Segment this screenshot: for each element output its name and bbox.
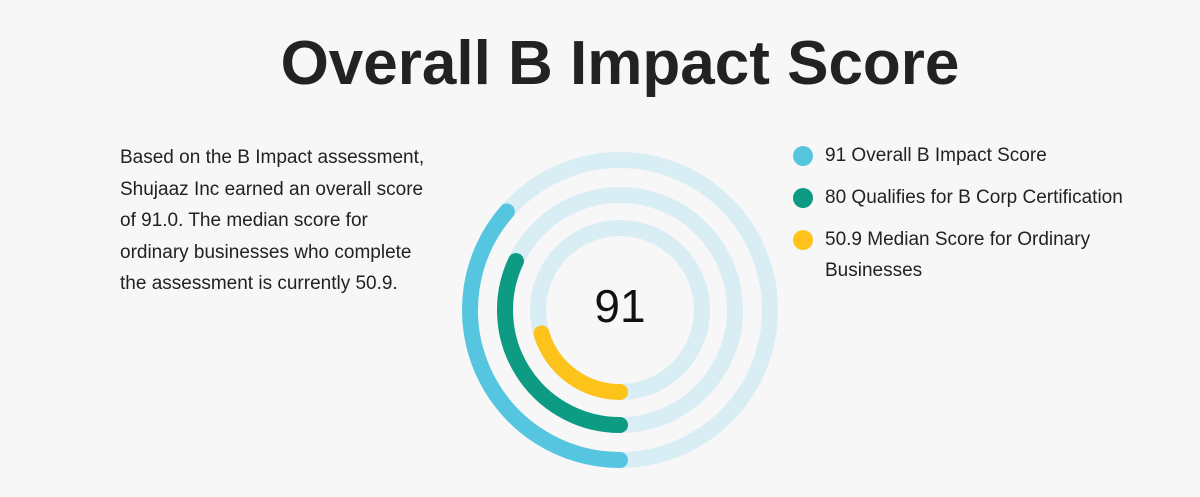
legend-value: 91 [825,145,847,166]
score-arc [497,253,628,433]
legend-item: 80 Qualifies for B Corp Certification [793,182,1125,213]
center-value: 91 [594,280,645,332]
title: Overall B Impact Score [280,29,960,98]
legend-value: 50.9 [825,229,862,250]
legend-label: Qualifies for B Corp Certification [851,187,1123,208]
legend-value: 80 [825,187,847,208]
legend-item: 91 Overall B Impact Score [793,140,1125,171]
radial-chart: 91 [462,152,778,468]
legend-dot [793,230,813,250]
legend-dot [793,146,813,166]
legend-label: Median Score for Ordinary Businesses [825,229,1091,281]
legend: 91 Overall B Impact Score 80 Qualifies fo… [793,140,1133,297]
score-arc [533,325,628,400]
score-arc [462,203,628,468]
description: Based on the B Impact assessment, Shujaa… [120,147,425,294]
legend-label: Overall B Impact Score [851,145,1047,166]
legend-item: 50.9 Median Score for Ordinary Businesse… [793,224,1125,286]
legend-dot [793,188,813,208]
